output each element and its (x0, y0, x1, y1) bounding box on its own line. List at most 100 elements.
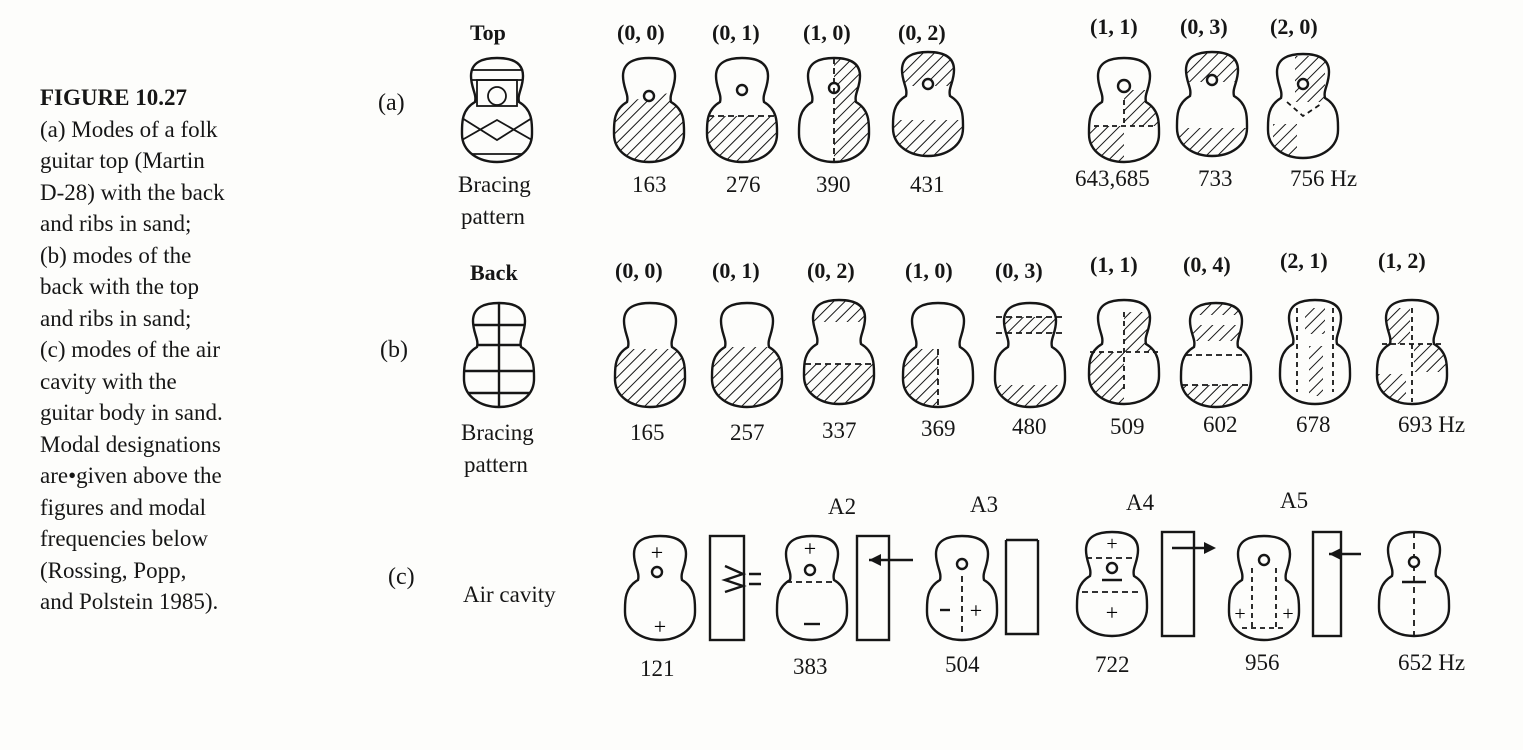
caption-line: (b) modes of the (40, 242, 192, 268)
caption-line: (Rossing, Popp, (40, 557, 187, 583)
mode-label: (1, 1) (1090, 252, 1138, 277)
frequency-value: 733 (1198, 166, 1233, 191)
mode-figure-a-2-0 (1266, 52, 1340, 160)
frequency-value: 956 (1245, 650, 1280, 675)
frequency-value: 693 Hz (1398, 412, 1466, 437)
panel-a-letter: (a) (378, 90, 405, 116)
panel-b-bracing-label-1: Bracing (461, 420, 534, 445)
frequency-value: 383 (793, 654, 828, 679)
mode-label: A4 (1126, 490, 1155, 515)
mode-label: (0, 1) (712, 258, 760, 283)
side-view-box-icon (708, 534, 761, 642)
mode-figure-b-0-4 (1179, 301, 1253, 409)
mode-label: A5 (1280, 488, 1309, 513)
side-view-box-icon (1160, 530, 1216, 638)
mode-label: (2, 0) (1270, 14, 1318, 39)
caption-line: and Polstein 1985). (40, 589, 219, 614)
mode-label: A3 (970, 492, 999, 517)
air-mode-figure-652 (1377, 530, 1451, 638)
caption-line: guitar top (Martin (40, 148, 205, 173)
mode-label: (0, 4) (1183, 252, 1231, 277)
panel-b-bracing-pattern-icon (462, 301, 536, 409)
mode-label: (0, 3) (995, 258, 1043, 283)
svg-text:+: + (651, 540, 663, 565)
mode-label: (0, 1) (712, 20, 760, 45)
figure-caption: FIGURE 10.27 (a) Modes of a folk guitar … (40, 82, 310, 618)
frequency-value: 163 (632, 172, 667, 197)
frequency-value: 431 (910, 172, 945, 197)
mode-label: (0, 3) (1180, 14, 1228, 39)
mode-label: (0, 2) (898, 20, 946, 45)
mode-label: (0, 0) (615, 258, 663, 283)
frequency-value: 643,685 (1075, 166, 1150, 191)
mode-figure-a-0-3 (1175, 50, 1249, 158)
side-view-box-icon (1311, 530, 1361, 638)
svg-text:+: + (804, 536, 816, 561)
caption-line: figures and modal (40, 494, 207, 520)
svg-text:+: + (970, 598, 982, 623)
air-mode-figure-956: + + (1227, 534, 1301, 642)
frequency-value: 369 (921, 416, 956, 441)
mode-label: A2 (828, 494, 857, 519)
panel-a-header: Top (470, 20, 506, 45)
caption-line: and ribs in sand; (40, 305, 192, 331)
mode-label: (1, 0) (905, 258, 953, 283)
caption-line: Modal designations (40, 431, 221, 457)
mode-label: (0, 2) (807, 258, 855, 283)
mode-figure-b-0-2 (802, 298, 876, 406)
mode-label: (1, 0) (803, 20, 851, 45)
panel-a-bracing-pattern-icon (460, 56, 534, 164)
caption-line: D-28) with the back (40, 179, 225, 205)
svg-text:+: + (1106, 600, 1118, 625)
frequency-value: 276 (726, 172, 761, 197)
air-mode-figure-383: + (775, 534, 849, 642)
frequency-value: 678 (1296, 412, 1331, 437)
svg-text:+: + (1106, 533, 1117, 555)
caption-line: cavity with the (40, 368, 177, 394)
frequency-value: 121 (640, 656, 675, 681)
frequency-value: 756 Hz (1290, 166, 1358, 191)
caption-line: are•given above the (40, 463, 222, 488)
air-mode-figure-121: + + (623, 534, 697, 642)
mode-label: (1, 2) (1378, 248, 1426, 273)
frequency-value: 390 (816, 172, 851, 197)
panel-a-bracing-label-2: pattern (461, 204, 525, 229)
frequency-value: 257 (730, 420, 765, 445)
caption-line: and ribs in sand; (40, 211, 192, 236)
frequency-value: 480 (1012, 414, 1047, 439)
frequency-value: 337 (822, 418, 857, 443)
frequency-value: 165 (630, 420, 665, 445)
mode-label: (0, 0) (617, 20, 665, 45)
mode-figure-b-1-0 (901, 301, 975, 409)
figure-title: FIGURE 10.27 (40, 85, 187, 110)
frequency-value: 602 (1203, 412, 1238, 437)
frequency-value: 652 Hz (1398, 650, 1466, 675)
side-view-box-icon (855, 534, 913, 642)
mode-figure-a-0-2 (891, 50, 965, 158)
panel-b-letter: (b) (380, 337, 408, 363)
mode-figure-b-0-1 (710, 301, 784, 409)
mode-figure-a-1-0 (797, 56, 871, 164)
frequency-value: 722 (1095, 652, 1130, 677)
mode-figure-b-2-1 (1278, 298, 1352, 406)
caption-line: (c) modes of the air (40, 337, 221, 362)
caption-line: frequencies below (40, 526, 208, 551)
mode-figure-a-0-0 (612, 56, 686, 164)
mode-figure-a-1-1 (1087, 56, 1161, 164)
mode-figure-b-0-3 (993, 301, 1067, 409)
caption-line: (a) Modes of a folk (40, 116, 218, 142)
mode-label: (1, 1) (1090, 14, 1138, 39)
svg-text:+: + (654, 614, 666, 639)
air-mode-figure-722: + + (1075, 530, 1149, 638)
svg-text:+: + (1282, 603, 1293, 625)
panel-c-label: Air cavity (463, 582, 556, 607)
mode-figure-b-1-2 (1375, 298, 1449, 406)
side-view-box-icon (1004, 538, 1040, 636)
panel-b-bracing-label-2: pattern (464, 452, 528, 477)
mode-label: (2, 1) (1280, 248, 1328, 273)
svg-text:+: + (1234, 603, 1245, 625)
caption-line: guitar body in sand. (40, 400, 223, 425)
panel-a-bracing-label-1: Bracing (458, 172, 531, 197)
frequency-value: 509 (1110, 414, 1145, 439)
